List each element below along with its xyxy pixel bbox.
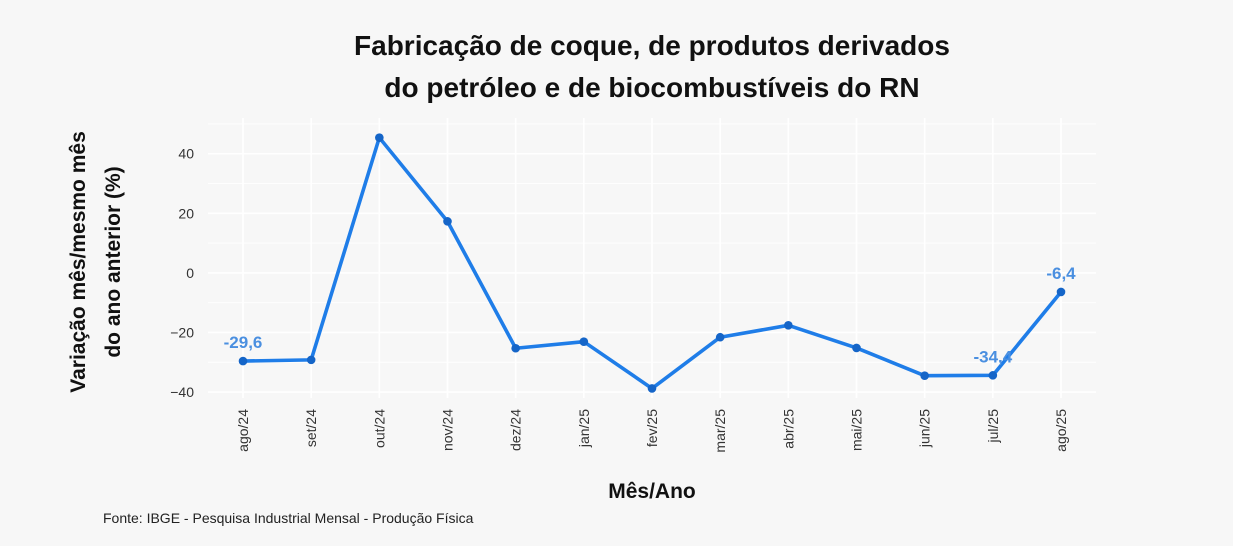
y-axis-title-line-1: Variação mês/mesmo mês bbox=[67, 131, 90, 393]
data-point bbox=[579, 337, 589, 347]
data-point bbox=[443, 217, 452, 226]
x-tick-label: out/24 bbox=[371, 409, 387, 448]
x-tick-label: abr/25 bbox=[780, 409, 796, 449]
data-point bbox=[988, 371, 998, 380]
y-tick-label: −40 bbox=[170, 384, 194, 400]
x-tick-label: jul/25 bbox=[985, 409, 1001, 444]
data-label: -6,4 bbox=[1046, 264, 1076, 283]
x-tick-label: fev/25 bbox=[644, 409, 660, 447]
y-tick-label: 40 bbox=[178, 146, 194, 162]
data-point bbox=[784, 321, 793, 330]
x-tick-label: jan/25 bbox=[576, 409, 592, 448]
source-note: Fonte: IBGE - Pesquisa Industrial Mensal… bbox=[103, 510, 474, 526]
y-tick-label: 20 bbox=[178, 205, 194, 221]
data-point bbox=[238, 356, 248, 366]
data-point bbox=[715, 332, 725, 342]
x-tick-label: ago/24 bbox=[235, 409, 251, 452]
x-tick-label: jun/25 bbox=[917, 409, 933, 448]
y-tick-label: 0 bbox=[186, 265, 194, 281]
x-axis-title: Mês/Ano bbox=[608, 480, 696, 503]
data-point bbox=[852, 343, 861, 353]
y-tick-label: −20 bbox=[170, 324, 194, 340]
x-tick-label: nov/24 bbox=[440, 409, 456, 451]
data-label: -34,4 bbox=[973, 347, 1012, 366]
chart-title-line-1: Fabricação de coque, de produtos derivad… bbox=[354, 30, 950, 61]
data-point bbox=[306, 355, 316, 365]
x-tick-label: ago/25 bbox=[1053, 409, 1069, 452]
x-tick-label: mar/25 bbox=[712, 409, 728, 453]
data-label: -29,6 bbox=[224, 333, 263, 352]
chart-title-line-2: do petróleo e de biocombustíveis do RN bbox=[384, 72, 919, 103]
x-tick-label: mai/25 bbox=[849, 409, 865, 451]
y-axis-title-line-2: do ano anterior (%) bbox=[102, 166, 125, 357]
data-point bbox=[920, 371, 929, 380]
x-tick-label: set/24 bbox=[303, 409, 319, 447]
plot-area: 40 20 0 −20 −40 ago/24 set/24 out/24 nov/24 dez/2… bbox=[170, 118, 1096, 453]
x-tick-label: dez/24 bbox=[508, 409, 524, 451]
data-point bbox=[511, 343, 520, 353]
data-point bbox=[647, 384, 657, 393]
data-point bbox=[375, 133, 384, 142]
data-point bbox=[1056, 287, 1066, 297]
